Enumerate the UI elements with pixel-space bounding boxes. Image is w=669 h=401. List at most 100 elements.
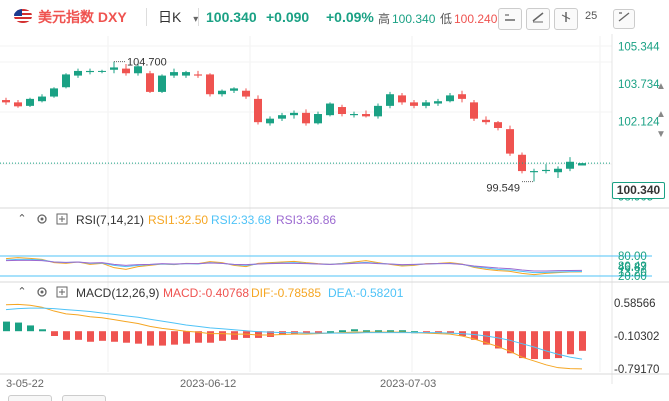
chevron-down-icon: ▾ bbox=[193, 14, 199, 25]
candle-body bbox=[290, 112, 298, 116]
macd-value: MACD:-0.40768 bbox=[163, 286, 250, 300]
current-price-tag: 100.340 bbox=[612, 182, 665, 199]
candle-body bbox=[182, 72, 190, 76]
candle-body bbox=[338, 107, 346, 115]
instrument-name[interactable]: 美元指数 DXY bbox=[38, 9, 127, 25]
macd-histogram-bar bbox=[111, 331, 118, 342]
rsi-axis-label: 80.49 bbox=[618, 261, 647, 273]
candle-body bbox=[458, 94, 466, 99]
more-count: 25 bbox=[585, 10, 598, 22]
scroll-left-button[interactable] bbox=[8, 395, 52, 401]
macd-axis-label: 0.58566 bbox=[614, 298, 656, 310]
macd-histogram-bar bbox=[159, 331, 166, 346]
macd-histogram-bar bbox=[363, 330, 370, 333]
macd-histogram-bar bbox=[27, 325, 34, 332]
macd-histogram-bar bbox=[555, 331, 562, 359]
macd-histogram-bar bbox=[231, 331, 238, 340]
dif-line bbox=[5, 303, 583, 370]
header-divider bbox=[146, 8, 147, 26]
price-axis-scroller[interactable]: ▲ ▲ ▼ bbox=[655, 80, 667, 150]
macd-histogram-bar bbox=[303, 331, 310, 334]
candle-body bbox=[26, 98, 34, 106]
candle-body bbox=[194, 74, 202, 76]
low-marker-label: 99.549 bbox=[486, 183, 520, 195]
macd-histogram-bar bbox=[567, 331, 574, 355]
candle-body bbox=[506, 129, 514, 154]
us-flag-icon bbox=[14, 9, 32, 23]
line-tool-icon[interactable] bbox=[526, 8, 550, 30]
rsi1-line bbox=[5, 257, 583, 276]
macd-axis-label: -0.10302 bbox=[614, 331, 659, 343]
time-axis-label: 2023-07-03 bbox=[380, 378, 436, 390]
candle-body bbox=[578, 163, 586, 166]
price-axis-label: 102.124 bbox=[618, 117, 660, 129]
candle-body bbox=[350, 114, 358, 116]
candle-body bbox=[62, 74, 70, 88]
scroll-right-button[interactable] bbox=[62, 395, 106, 401]
candle-body bbox=[266, 118, 274, 124]
rsi-axis-label: 20.00 bbox=[618, 271, 647, 283]
price-change: +0.090 bbox=[266, 9, 310, 25]
candle-body bbox=[482, 119, 490, 123]
macd-histogram-bar bbox=[315, 331, 322, 334]
candle-body bbox=[302, 112, 310, 124]
macd-series bbox=[3, 303, 586, 370]
measure-tool-icon[interactable] bbox=[554, 8, 578, 30]
candle-body bbox=[362, 114, 370, 117]
chevron-down-icon[interactable]: ▼ bbox=[656, 129, 666, 140]
add-indicator-icon[interactable] bbox=[56, 213, 68, 225]
axis-labels: 104.70099.549105.344103.734102.12498.905… bbox=[6, 42, 660, 390]
candle-body bbox=[278, 115, 286, 119]
macd-histogram-bar bbox=[483, 331, 490, 345]
candle-body bbox=[86, 70, 94, 73]
collapse-icon[interactable]: ⌃ bbox=[17, 286, 27, 298]
header-divider bbox=[198, 8, 199, 26]
dea-line bbox=[5, 307, 583, 360]
candle-body bbox=[530, 171, 538, 173]
minimize-icon[interactable] bbox=[498, 8, 522, 30]
macd-histogram-bar bbox=[531, 331, 538, 360]
candle-body bbox=[446, 95, 454, 102]
macd-histogram-bar bbox=[471, 331, 478, 340]
candle-body bbox=[542, 169, 550, 172]
chevron-up-icon[interactable]: ▲ bbox=[656, 109, 666, 120]
candle-body bbox=[50, 88, 58, 97]
candle-body bbox=[422, 102, 430, 106]
chart-controls bbox=[498, 8, 578, 30]
more-tools-icon[interactable] bbox=[613, 9, 635, 29]
low-label: 低 bbox=[440, 12, 453, 26]
candle-body bbox=[146, 73, 154, 92]
candle-body bbox=[242, 90, 250, 97]
candlestick-series bbox=[0, 61, 612, 183]
macd-histogram-bar bbox=[267, 331, 274, 337]
macd-histogram-bar bbox=[351, 329, 358, 332]
navigation-buttons bbox=[8, 395, 106, 401]
collapse-icon[interactable]: ⌃ bbox=[17, 213, 27, 225]
candle-body bbox=[170, 72, 178, 76]
candle-body bbox=[2, 100, 10, 103]
candle-body bbox=[566, 161, 574, 169]
macd-histogram-bar bbox=[339, 330, 346, 333]
macd-histogram-bar bbox=[123, 331, 130, 343]
candle-body bbox=[374, 105, 382, 117]
rsi-axis-label: 46.87 bbox=[618, 262, 647, 274]
macd-histogram-bar bbox=[543, 331, 550, 360]
period-selector[interactable]: 日K ▾ bbox=[158, 8, 198, 29]
price-axis-label: 103.734 bbox=[618, 79, 660, 91]
rsi3-value: RSI3:36.86 bbox=[276, 213, 337, 227]
rsi1-value: RSI1:32.50 bbox=[148, 213, 209, 227]
high-marker-label: 104.700 bbox=[127, 57, 167, 69]
settings-icon[interactable] bbox=[36, 286, 48, 298]
macd-histogram-bar bbox=[87, 331, 94, 342]
candle-body bbox=[110, 67, 118, 70]
rsi-series bbox=[0, 255, 652, 277]
macd-histogram-bar bbox=[39, 329, 46, 332]
price-axis-label: 105.344 bbox=[618, 42, 660, 54]
period-label: 日K bbox=[158, 9, 182, 25]
add-indicator-icon[interactable] bbox=[56, 286, 68, 298]
macd-histogram-bar bbox=[75, 331, 82, 340]
chevron-up-icon[interactable]: ▲ bbox=[656, 81, 666, 92]
rsi-title: RSI(7,14,21) bbox=[76, 213, 145, 227]
settings-icon[interactable] bbox=[36, 213, 48, 225]
